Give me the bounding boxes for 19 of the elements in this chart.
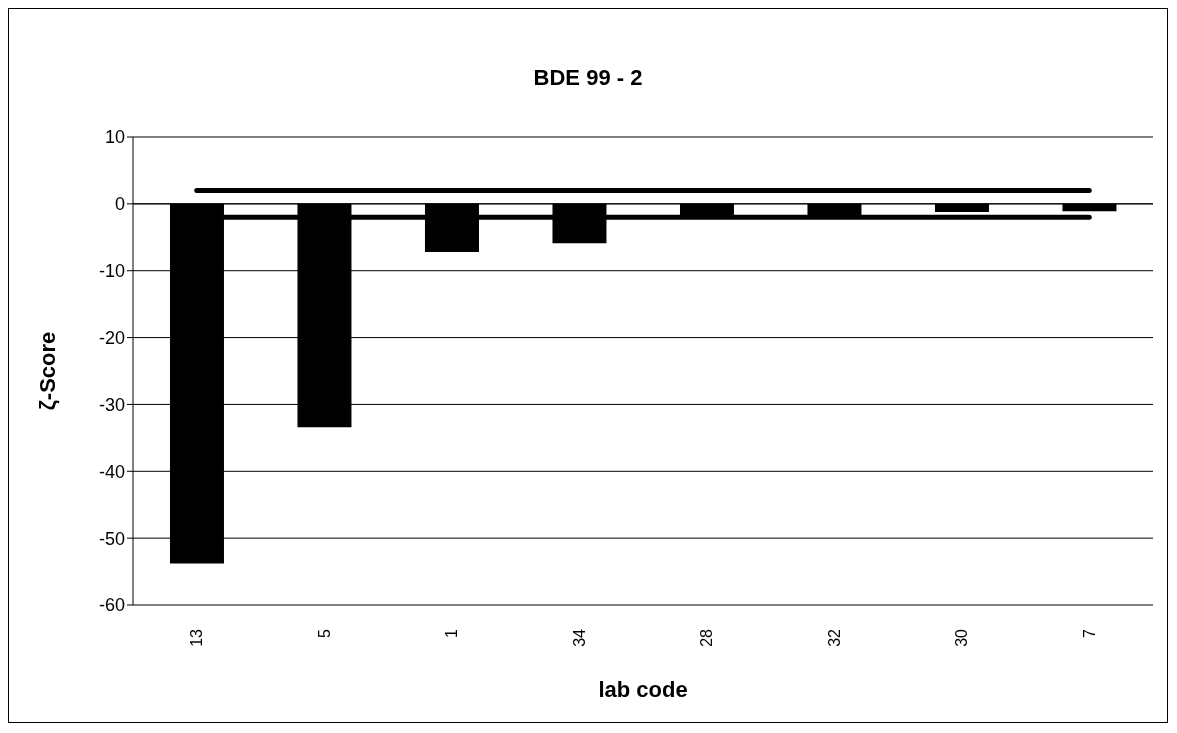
x-tick-label: 5 xyxy=(315,628,333,638)
x-tick-label: 32 xyxy=(825,628,843,647)
y-tick-label: -10 xyxy=(98,261,125,282)
y-tick-label: -30 xyxy=(98,394,125,415)
x-tick-label: 7 xyxy=(1080,628,1098,638)
chart-title: BDE 99 - 2 xyxy=(532,64,644,92)
y-tick-label: -40 xyxy=(98,461,125,482)
y-tick-label: 0 xyxy=(114,194,125,215)
y-tick-label: -60 xyxy=(98,595,125,616)
x-axis-title: lab code xyxy=(598,677,688,702)
x-tick-label: 13 xyxy=(188,628,206,647)
y-tick-label: -50 xyxy=(98,528,125,549)
y-axis-title: ζ-Score xyxy=(34,331,60,411)
y-tick-label: 10 xyxy=(104,127,125,148)
x-tick-label: 30 xyxy=(953,628,971,647)
x-tick-label: 28 xyxy=(698,628,716,647)
x-tick-label: 34 xyxy=(570,628,588,647)
y-tick-label: -20 xyxy=(98,327,125,348)
x-tick-label: 1 xyxy=(443,628,461,638)
